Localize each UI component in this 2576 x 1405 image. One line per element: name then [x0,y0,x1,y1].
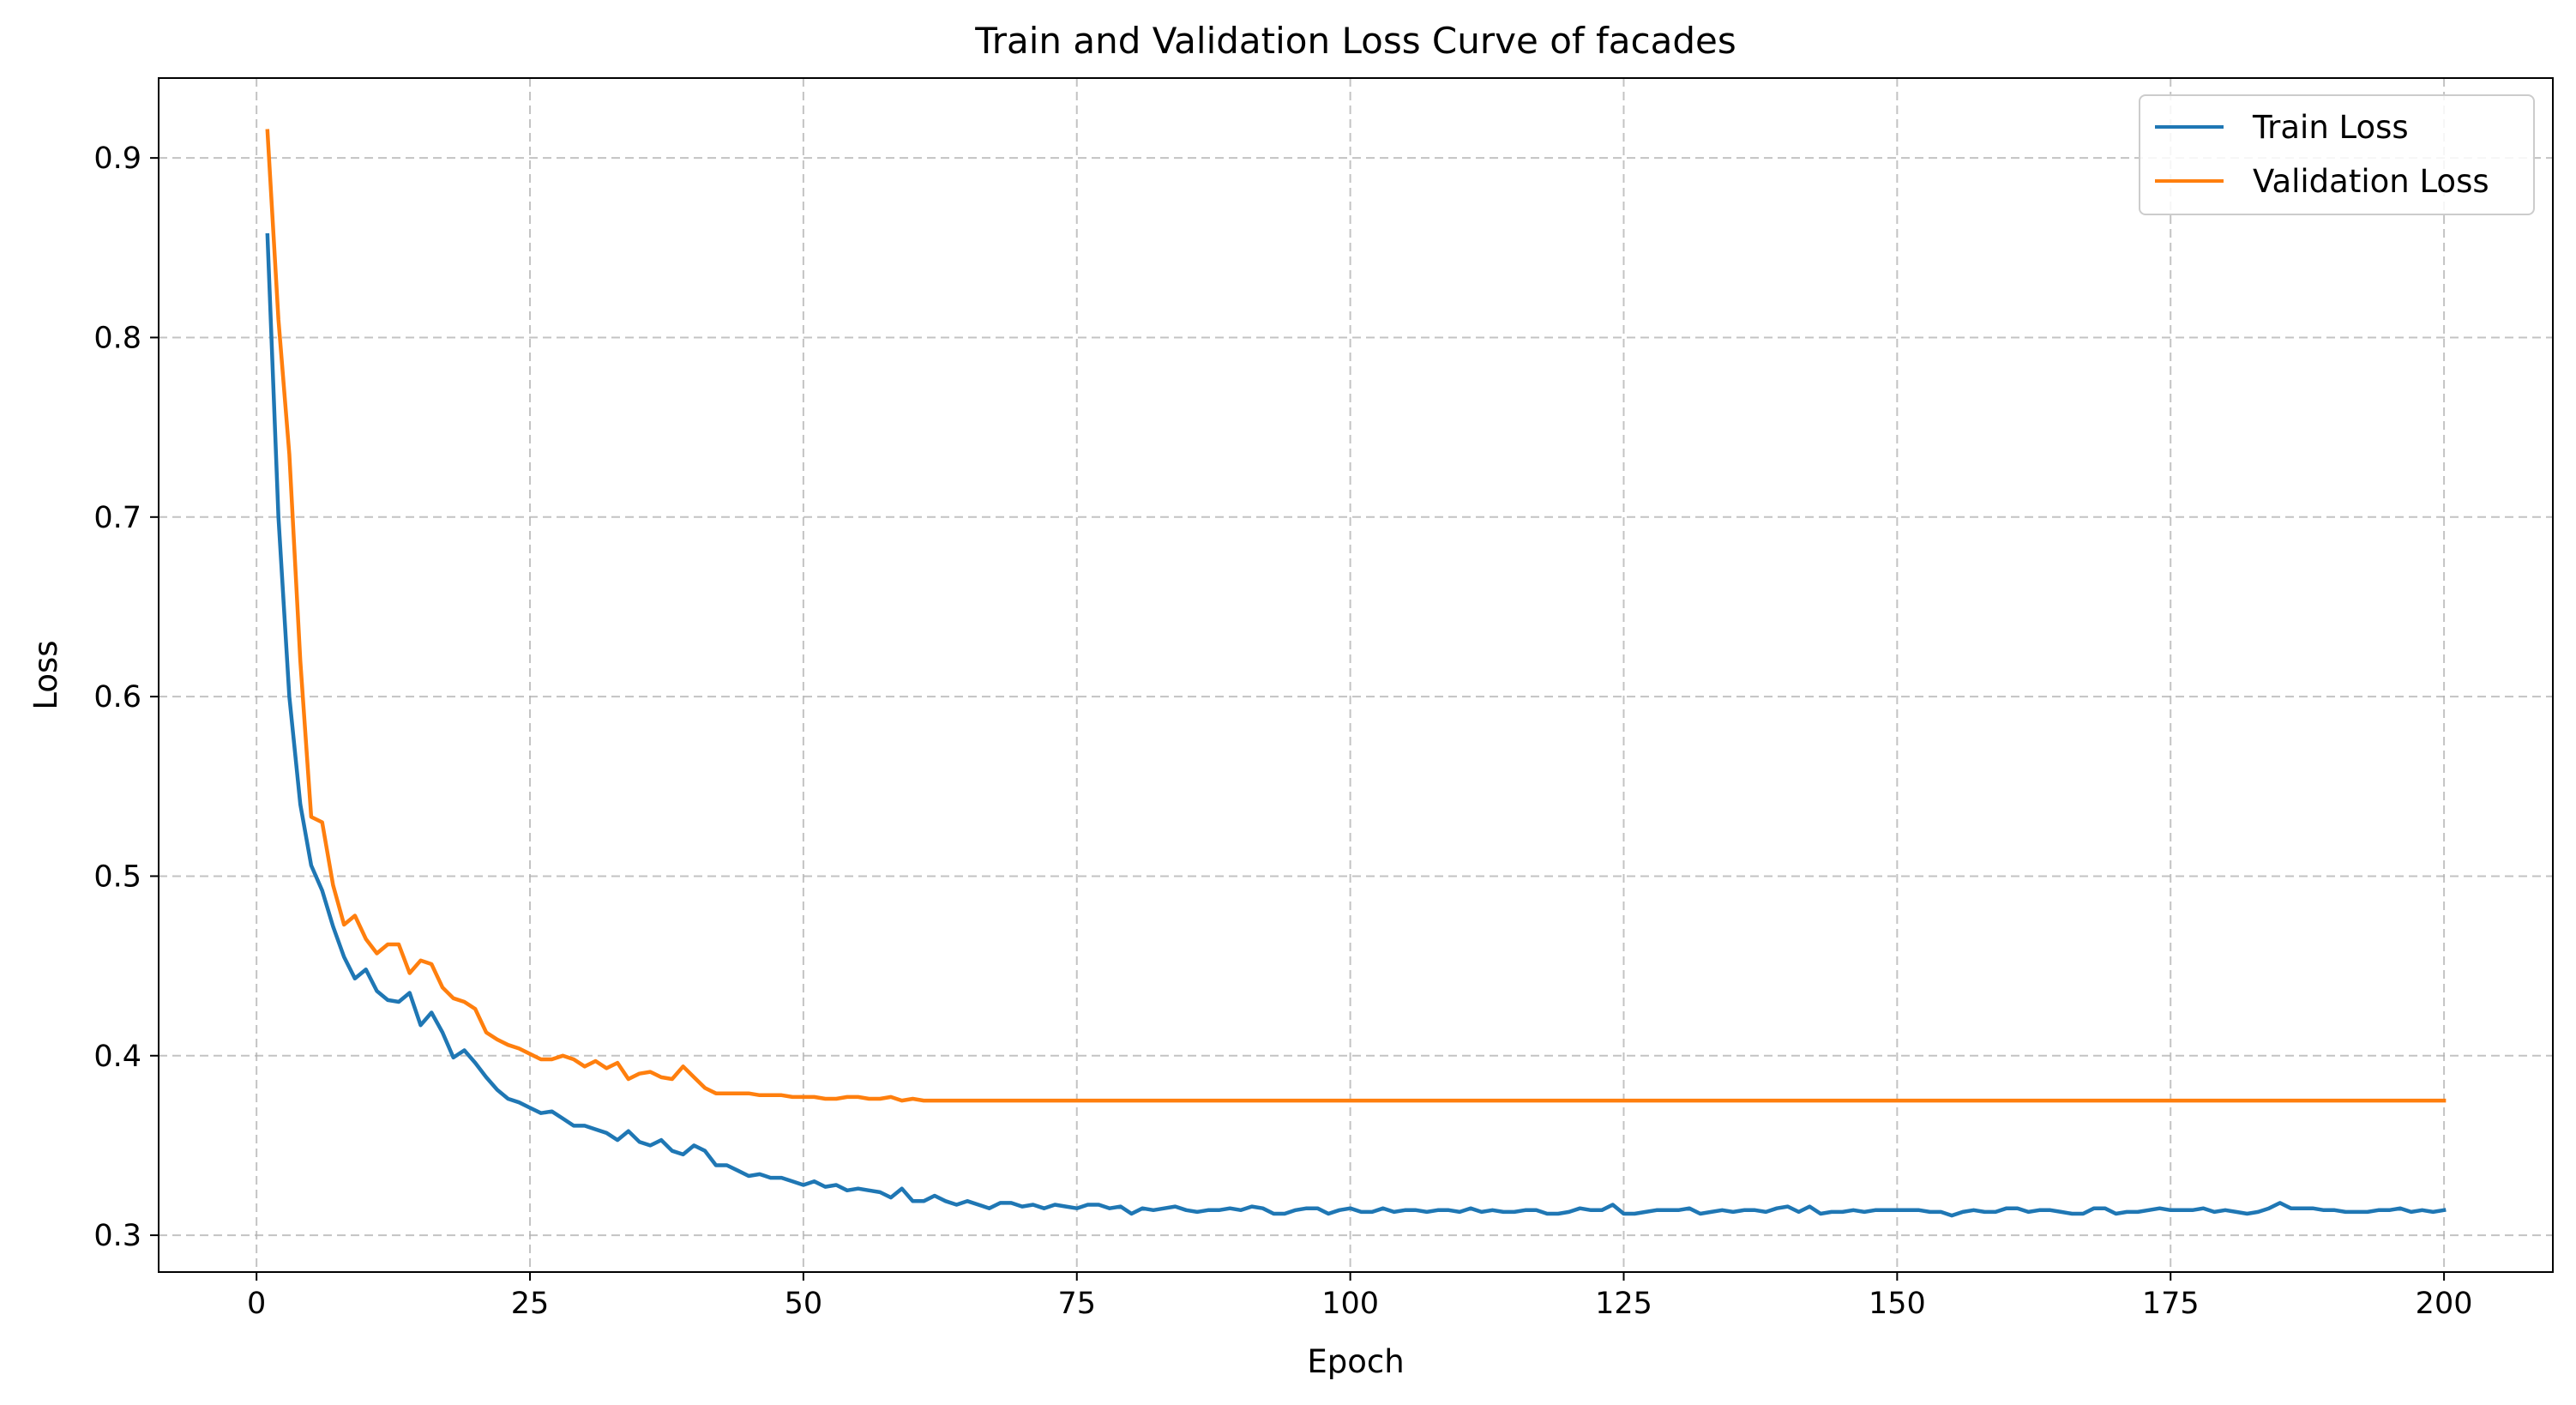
x-tick-label: 75 [1057,1287,1096,1321]
x-axis-ticks: 0 25 50 75 100 125 150 175 200 [247,1272,2472,1321]
y-tick-label: 0.6 [93,680,141,715]
y-tick-label: 0.9 [93,142,141,176]
y-tick-label: 0.7 [93,501,141,535]
x-tick-label: 100 [1321,1287,1379,1321]
x-tick-label: 150 [1869,1287,1926,1321]
grid [159,78,2553,1272]
x-tick-label: 175 [2142,1287,2200,1321]
x-tick-label: 50 [785,1287,823,1321]
x-tick-label: 125 [1595,1287,1652,1321]
plot-frame [158,77,2554,1273]
y-tick-label: 0.4 [93,1040,141,1074]
legend: Train Loss Validation Loss [2139,94,2535,215]
series-line-train-loss [265,232,2447,1218]
chart-title: Train and Validation Loss Curve of facad… [974,20,1736,62]
x-tick-label: 25 [511,1287,550,1321]
y-axis-label: Loss [27,640,64,709]
series-line-validation-loss [265,129,2447,1103]
x-tick-label: 0 [247,1287,266,1321]
series-layer [265,129,2447,1218]
y-axis-ticks: 0.3 0.4 0.5 0.6 0.7 0.8 0.9 [93,142,159,1253]
legend-label-validation-loss: Validation Loss [2253,163,2489,200]
y-tick-label: 0.8 [93,321,141,355]
x-tick-label: 200 [2416,1287,2473,1321]
y-tick-label: 0.5 [93,859,141,894]
legend-label-train-loss: Train Loss [2252,109,2409,146]
y-tick-label: 0.3 [93,1219,141,1253]
x-axis-label: Epoch [1307,1343,1404,1380]
legend-box [2139,94,2535,215]
